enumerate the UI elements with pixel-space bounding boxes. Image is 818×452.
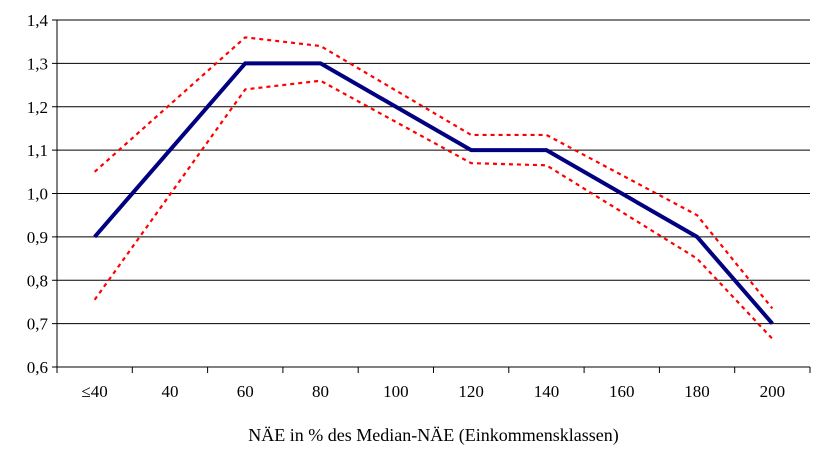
y-tick-label: 0,8 xyxy=(27,271,48,290)
y-tick-label: 1,3 xyxy=(27,54,48,73)
x-tick-label: 80 xyxy=(312,382,329,401)
x-tick-label: 60 xyxy=(237,382,254,401)
x-tick-label: 200 xyxy=(760,382,786,401)
y-tick-label: 1,2 xyxy=(27,98,48,117)
x-tick-label: 40 xyxy=(161,382,178,401)
y-tick-label: 0,9 xyxy=(27,228,48,247)
x-tick-label: 100 xyxy=(383,382,409,401)
x-tick-label: 140 xyxy=(534,382,560,401)
y-tick-label: 1,0 xyxy=(27,185,48,204)
x-tick-label: ≤40 xyxy=(81,382,107,401)
x-tick-label: 160 xyxy=(609,382,635,401)
x-tick-label: 180 xyxy=(684,382,710,401)
series-line-main xyxy=(93,61,774,325)
y-tick-label: 1,1 xyxy=(27,141,48,160)
y-tick-label: 0,6 xyxy=(27,358,48,377)
y-tick-label: 1,4 xyxy=(27,11,49,30)
series-line-bound xyxy=(93,36,774,310)
series-line-bound xyxy=(93,79,774,340)
x-axis-title: NÄE in % des Median-NÄE (Einkommensklass… xyxy=(248,425,618,446)
x-tick-label: 120 xyxy=(458,382,484,401)
y-tick-label: 0,7 xyxy=(27,315,49,334)
